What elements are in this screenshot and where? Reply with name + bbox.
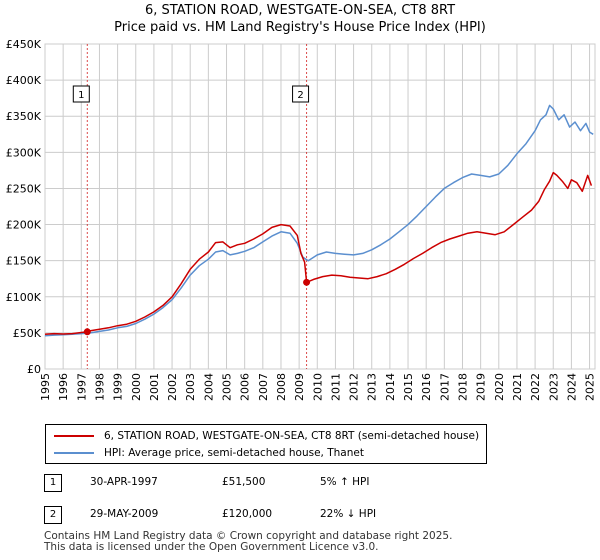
y-tick-label: £450K: [6, 38, 42, 51]
x-tick-label: 2011: [329, 373, 342, 401]
legend-item-price-paid: 6, STATION ROAD, WESTGATE-ON-SEA, CT8 8R…: [54, 428, 479, 444]
chart-subtitle: Price paid vs. HM Land Registry's House …: [114, 20, 486, 35]
footer-licence: This data is licensed under the Open Gov…: [44, 541, 379, 553]
legend-label-price-paid: 6, STATION ROAD, WESTGATE-ON-SEA, CT8 8R…: [104, 430, 480, 442]
price-paid-series-line: [44, 171, 593, 336]
x-tick-label: 2014: [384, 373, 397, 401]
x-tick-label: 2017: [438, 373, 451, 401]
x-tick-label: 2022: [529, 373, 542, 401]
x-tick-label: 2000: [130, 373, 143, 401]
y-tick-label: £350K: [6, 110, 42, 123]
x-tick-label: 2015: [402, 373, 415, 401]
x-tick-label: 1999: [112, 373, 125, 401]
x-tick-label: 2009: [293, 373, 306, 401]
legend-swatch-blue: [54, 452, 94, 454]
transaction-price: £51,500: [222, 476, 266, 488]
x-tick-label: 1997: [75, 373, 88, 401]
transaction-marker-box: [292, 85, 310, 103]
transaction-point: [303, 278, 311, 286]
y-tick-label: £50K: [13, 327, 42, 340]
chart-svg: £0 £50K £100K £150K £200K £250K £300K £350K £400…: [6, 38, 597, 401]
legend-swatch-red: [54, 435, 94, 437]
transaction-hpi-diff: 5% ↑ HPI: [320, 476, 370, 488]
x-tick-label: 2007: [257, 373, 270, 401]
y-tick-label: £200K: [6, 219, 42, 232]
x-tick-label: 2001: [148, 373, 161, 401]
transaction-marker-label: 1: [78, 90, 84, 101]
x-tick-label: 1996: [57, 373, 70, 401]
transaction-marker-label: 2: [297, 90, 303, 101]
transaction-marker-box: [72, 85, 90, 103]
chart-title: 6, STATION ROAD, WESTGATE-ON-SEA, CT8 8R…: [144, 3, 456, 18]
x-tick-label: 2010: [311, 373, 324, 401]
y-tick-label: £150K: [6, 255, 42, 268]
x-tick-label: 2025: [584, 373, 597, 401]
x-tick-label: 2021: [511, 373, 524, 401]
footer: Contains HM Land Registry data © Crown c…: [44, 531, 452, 553]
y-tick-label: £400K: [6, 74, 42, 87]
transaction-hpi-diff: 22% ↓ HPI: [320, 508, 377, 520]
x-tick-label: 2016: [420, 373, 433, 401]
table-row: 1 30-APR-1997 £51,500 5% ↑ HPI: [44, 474, 584, 494]
y-tick-label: £300K: [6, 146, 42, 159]
x-tick-label: 2023: [547, 373, 560, 401]
transaction-date: 30-APR-1997: [90, 476, 158, 488]
table-row: 2 29-MAY-2009 £120,000 22% ↓ HPI: [44, 506, 584, 526]
transaction-point: [83, 328, 91, 336]
transaction-date: 29-MAY-2009: [90, 508, 159, 520]
x-tick-label: 2008: [275, 373, 288, 401]
footer-copyright: Contains HM Land Registry data © Crown c…: [44, 530, 453, 542]
x-tick-label: 1998: [93, 373, 106, 401]
x-tick-label: 2006: [239, 373, 252, 401]
legend-item-hpi: HPI: Average price, semi-detached house,…: [54, 445, 364, 461]
y-tick-label: £100K: [6, 291, 42, 304]
legend-label-hpi: HPI: Average price, semi-detached house,…: [104, 447, 364, 459]
x-tick-label: 1995: [39, 373, 52, 401]
x-tick-label: 2012: [348, 373, 361, 401]
transaction-badge: 1: [44, 474, 62, 492]
transaction-badge: 2: [44, 506, 62, 524]
legend: 6, STATION ROAD, WESTGATE-ON-SEA, CT8 8R…: [45, 424, 487, 464]
x-tick-label: 2019: [475, 373, 488, 401]
x-tick-label: 2003: [184, 373, 197, 401]
transaction-price: £120,000: [222, 508, 273, 520]
x-tick-label: 2004: [202, 373, 215, 401]
x-tick-label: 2013: [366, 373, 379, 401]
y-tick-label: £0: [27, 363, 41, 376]
x-tick-label: 2018: [456, 373, 469, 401]
hpi-series-line: [44, 104, 594, 337]
y-tick-label: £250K: [6, 182, 42, 195]
x-tick-label: 2005: [221, 373, 234, 401]
x-tick-label: 2002: [166, 373, 179, 401]
x-tick-label: 2024: [565, 373, 578, 401]
x-tick-label: 2020: [493, 373, 506, 401]
plot-area: [44, 43, 596, 370]
